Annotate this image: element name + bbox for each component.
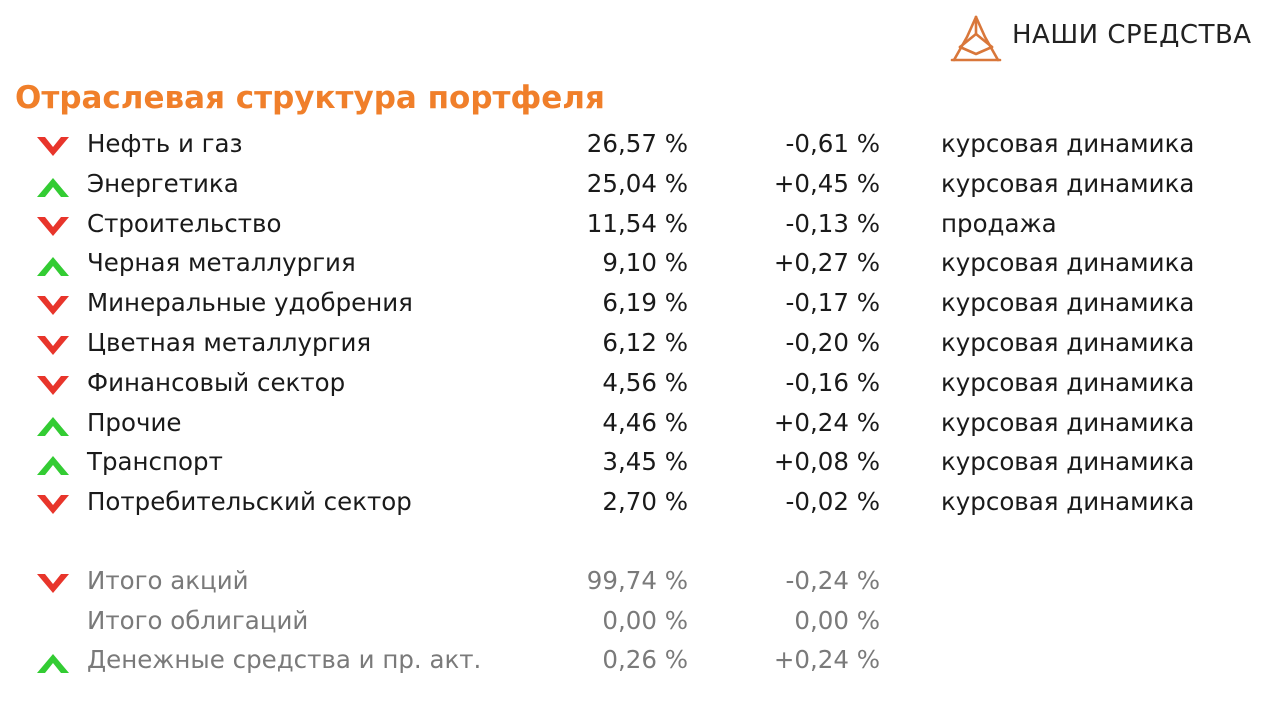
sector-name: Итого акций (87, 566, 249, 595)
sector-name: Финансовый сектор (87, 367, 346, 397)
total-row: Денежные средства и пр. акт. 0,26 % +0,24 … (0, 641, 1280, 679)
sector-change: -0,61 % (785, 129, 880, 158)
sector-change: +0,08 % (773, 447, 880, 477)
sector-change: -0,02 % (785, 487, 880, 517)
change-reason: курсовая динамика (941, 328, 1195, 357)
sector-share: 3,45 % (602, 447, 688, 477)
arrow-up-icon (34, 450, 72, 476)
total-row: Итого акций 99,74 % -0,24 % (0, 562, 1280, 600)
total-row: Итого облигаций 0,00 % 0,00 % (0, 602, 1280, 640)
sector-share: 25,04 % (586, 168, 688, 198)
change-reason: курсовая динамика (941, 248, 1195, 278)
sector-share: 11,54 % (586, 208, 688, 238)
sector-share: 4,46 % (602, 407, 688, 437)
sector-change: -0,24 % (785, 566, 880, 595)
sector-name: Прочие (87, 407, 182, 437)
arrow-down-icon (34, 490, 72, 515)
change-reason: курсовая динамика (941, 367, 1195, 397)
change-reason: курсовая динамика (941, 288, 1195, 318)
sector-share: 0,26 % (602, 645, 688, 674)
sector-name: Минеральные удобрения (87, 288, 413, 318)
sector-change: -0,17 % (785, 288, 880, 318)
sector-change: +0,27 % (773, 248, 880, 278)
sector-row: Энергетика 25,04 % +0,45 % курсовая динамик… (0, 165, 1280, 203)
change-reason: курсовая динамика (941, 447, 1195, 477)
arrow-down-icon (34, 569, 72, 593)
sector-row: Финансовый сектор 4,56 % -0,16 % курсовая д… (0, 364, 1280, 402)
arrow-down-icon (34, 331, 72, 355)
change-reason: курсовая динамика (941, 129, 1195, 158)
sector-change: -0,20 % (785, 328, 880, 357)
change-reason: продажа (941, 208, 1057, 238)
arrow-down-icon (34, 212, 72, 236)
arrow-down-icon (34, 291, 72, 316)
sector-row: Цветная металлургия 6,12 % -0,20 % курсовая… (0, 324, 1280, 362)
sector-change: 0,00 % (794, 605, 880, 635)
change-reason: курсовая динамика (941, 168, 1195, 198)
sector-name: Потребительский сектор (87, 487, 412, 517)
sector-share: 2,70 % (602, 487, 688, 517)
change-reason: курсовая динамика (941, 487, 1195, 517)
sector-name: Черная металлургия (87, 248, 356, 278)
page-title: Отраслевая структура портфеля (15, 80, 605, 116)
arrow-up-icon (34, 411, 72, 436)
sector-change: +0,45 % (773, 168, 880, 198)
sector-share: 6,19 % (602, 288, 688, 318)
sector-name: Нефть и газ (87, 129, 243, 158)
sector-name: Итого облигаций (87, 605, 309, 635)
sector-share: 0,00 % (602, 605, 688, 635)
arrow-up-icon (34, 251, 72, 277)
arrow-up-icon (34, 648, 72, 673)
sector-row: Прочие 4,46 % +0,24 % курсовая динамика (0, 404, 1280, 442)
sector-change: +0,24 % (773, 645, 880, 674)
sector-row: Черная металлургия 9,10 % +0,27 % курсовая … (0, 244, 1280, 282)
sector-share: 4,56 % (602, 367, 688, 397)
sector-row: Транспорт 3,45 % +0,08 % курсовая динамика (0, 443, 1280, 481)
arrow-up-icon (34, 172, 72, 197)
sector-name: Денежные средства и пр. акт. (87, 645, 482, 674)
arrow-down-icon (34, 132, 72, 156)
sector-change: +0,24 % (773, 407, 880, 437)
sector-row: Минеральные удобрения 6,19 % -0,17 % курсов… (0, 284, 1280, 322)
brand-logo-icon (948, 14, 1004, 64)
sector-name: Транспорт (87, 447, 223, 477)
sector-share: 26,57 % (586, 129, 688, 158)
sector-change: -0,13 % (785, 208, 880, 238)
change-reason: курсовая динамика (941, 407, 1195, 437)
sector-change: -0,16 % (785, 367, 880, 397)
sector-row: Нефть и газ 26,57 % -0,61 % курсовая динами… (0, 125, 1280, 163)
brand-name: НАШИ СРЕДСТВА (1012, 20, 1252, 50)
sector-name: Цветная металлургия (87, 328, 372, 357)
sector-share: 9,10 % (602, 248, 688, 278)
sector-name: Энергетика (87, 168, 239, 198)
sector-row: Потребительский сектор 2,70 % -0,02 % курсо… (0, 483, 1280, 521)
sector-share: 99,74 % (586, 566, 688, 595)
sector-share: 6,12 % (602, 328, 688, 357)
arrow-down-icon (34, 371, 72, 395)
sector-name: Строительство (87, 208, 282, 238)
sector-row: Строительство 11,54 % -0,13 % продажа (0, 205, 1280, 243)
